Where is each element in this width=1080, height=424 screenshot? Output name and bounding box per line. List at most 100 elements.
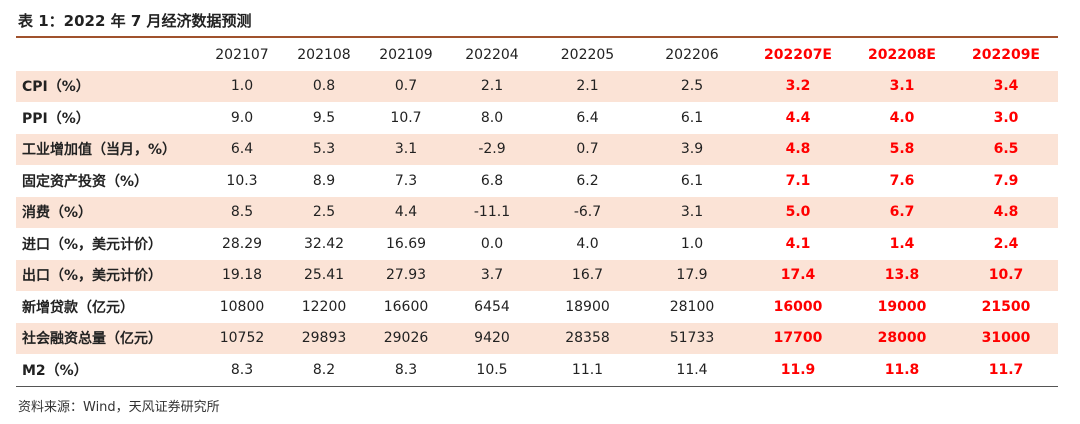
header-cell-forecast: 202209E (971, 46, 1040, 63)
data-cell: 10.7 (390, 109, 422, 126)
forecast-cell: 17.4 (746, 259, 850, 291)
forecast-cell: 13.8 (850, 259, 954, 291)
data-cell: 8.0 (480, 109, 504, 126)
forecast-cell: 11.9 (746, 354, 850, 387)
data-cell: 29026 (365, 322, 447, 354)
header-cell: 202205 (560, 46, 615, 63)
title-divider (16, 36, 1058, 38)
data-cell: -6.7 (537, 196, 638, 228)
data-cell: 10.5 (447, 354, 537, 387)
forecast-cell: 10.7 (954, 259, 1058, 291)
forecast-cell: 31000 (954, 322, 1058, 354)
data-cell: 0.7 (537, 133, 638, 165)
data-cell: 11.1 (537, 354, 638, 387)
header-cell: 202109 (379, 46, 433, 63)
data-cell: 6.1 (680, 109, 704, 126)
data-cell: 8.2 (283, 354, 365, 387)
data-cell: 6.4 (201, 133, 283, 165)
table-row: 新增贷款（亿元） 10800 12200 16600 6454 18900 28100 160… (16, 291, 1058, 323)
data-cell: 8.9 (312, 172, 336, 189)
header-cell: 202108 (297, 46, 351, 63)
data-cell: 25.41 (283, 259, 365, 291)
data-cell: 8.5 (201, 196, 283, 228)
data-cell: 2.1 (447, 70, 537, 102)
forecast-cell: 4.1 (785, 235, 811, 252)
row-label: PPI（%） (22, 110, 90, 127)
data-cell: 51733 (638, 322, 746, 354)
data-cell: 11.4 (638, 354, 746, 387)
data-cell: 2.1 (537, 70, 638, 102)
data-cell: 16600 (383, 298, 429, 315)
header-cell-label (16, 39, 201, 71)
forecast-cell: 19000 (877, 298, 927, 315)
data-cell: 1.0 (680, 235, 704, 252)
forecast-cell: 21500 (981, 298, 1031, 315)
header-cell: 202107 (215, 46, 269, 63)
data-cell: 6454 (474, 298, 510, 315)
data-cell: 0.8 (283, 70, 365, 102)
data-cell: 9.5 (312, 109, 336, 126)
data-cell: 10800 (219, 298, 265, 315)
data-cell: 28358 (537, 322, 638, 354)
table-row: 进口（%，美元计价） 28.29 32.42 16.69 0.0 4.0 1.0 4.1 1.4… (16, 228, 1058, 260)
data-cell: 32.42 (303, 235, 345, 252)
data-cell: 18900 (565, 298, 610, 315)
forecast-cell: 4.8 (746, 133, 850, 165)
forecast-cell: 3.4 (954, 70, 1058, 102)
data-cell: 12200 (301, 298, 347, 315)
forecast-cell: 5.0 (746, 196, 850, 228)
forecast-cell: 17700 (746, 322, 850, 354)
table-row: M2（%） 8.3 8.2 8.3 10.5 11.1 11.4 11.9 11.8 11.7 (16, 354, 1058, 387)
table-row: PPI（%） 9.0 9.5 10.7 8.0 6.4 6.1 4.4 4.0 3.0 (16, 102, 1058, 134)
data-cell: 3.7 (447, 259, 537, 291)
forecast-cell: 6.7 (850, 196, 954, 228)
data-cell: 6.1 (680, 172, 704, 189)
table-row: 工业增加值（当月，%） 6.4 5.3 3.1 -2.9 0.7 3.9 4.8 5.8 6.5 (16, 133, 1058, 165)
row-label: 出口（%，美元计价） (16, 259, 201, 291)
data-cell: 17.9 (638, 259, 746, 291)
table-row: CPI（%） 1.0 0.8 0.7 2.1 2.1 2.5 3.2 3.1 3.4 (16, 70, 1058, 102)
data-cell: 5.3 (283, 133, 365, 165)
forecast-cell: 2.4 (993, 235, 1019, 252)
forecast-cell: 5.8 (850, 133, 954, 165)
forecast-cell: 4.0 (889, 109, 915, 126)
data-cell: 16.7 (537, 259, 638, 291)
row-label: 进口（%，美元计价） (22, 236, 163, 253)
data-cell: 7.3 (394, 172, 418, 189)
table-row: 社会融资总量（亿元） 10752 29893 29026 9420 28358 51733 1… (16, 322, 1058, 354)
data-cell: 9420 (447, 322, 537, 354)
data-cell: 19.18 (201, 259, 283, 291)
data-cell: 9.0 (230, 109, 254, 126)
source-note: 资料来源：Wind，天风证券研究所 (18, 400, 220, 415)
data-cell: 6.8 (480, 172, 504, 189)
table-row: 出口（%，美元计价） 19.18 25.41 27.93 3.7 16.7 17.9 17.4… (16, 259, 1058, 291)
data-cell: -2.9 (447, 133, 537, 165)
forecast-cell: 1.4 (889, 235, 915, 252)
header-cell: 202206 (665, 46, 719, 63)
forecast-cell: 7.1 (785, 172, 811, 189)
data-cell: 1.0 (201, 70, 283, 102)
row-label: 新增贷款（亿元） (22, 299, 134, 316)
forecast-cell: 3.0 (993, 109, 1019, 126)
header-row: 202107 202108 202109 202204 202205 20220… (16, 39, 1058, 71)
data-cell: 8.3 (201, 354, 283, 387)
data-cell: 4.4 (365, 196, 447, 228)
data-cell: 29893 (283, 322, 365, 354)
data-cell: 8.3 (365, 354, 447, 387)
header-cell-forecast: 202207E (763, 46, 832, 63)
forecast-cell: 16000 (773, 298, 823, 315)
forecast-cell: 3.2 (746, 70, 850, 102)
table-title: 表 1：2022 年 7 月经济数据预测 (18, 12, 252, 30)
data-cell: 4.0 (576, 235, 599, 252)
row-label: 工业增加值（当月，%） (16, 133, 201, 165)
data-cell: 16.69 (385, 235, 427, 252)
data-cell: 0.7 (365, 70, 447, 102)
row-label: CPI（%） (16, 70, 201, 102)
economic-data-table: 202107 202108 202109 202204 202205 20220… (16, 39, 1058, 387)
data-cell: 6.2 (576, 172, 599, 189)
row-label: M2（%） (16, 354, 201, 387)
data-cell: 0.0 (480, 235, 504, 252)
data-cell: 3.1 (638, 196, 746, 228)
forecast-cell: 4.8 (954, 196, 1058, 228)
data-cell: 10.3 (226, 172, 258, 189)
